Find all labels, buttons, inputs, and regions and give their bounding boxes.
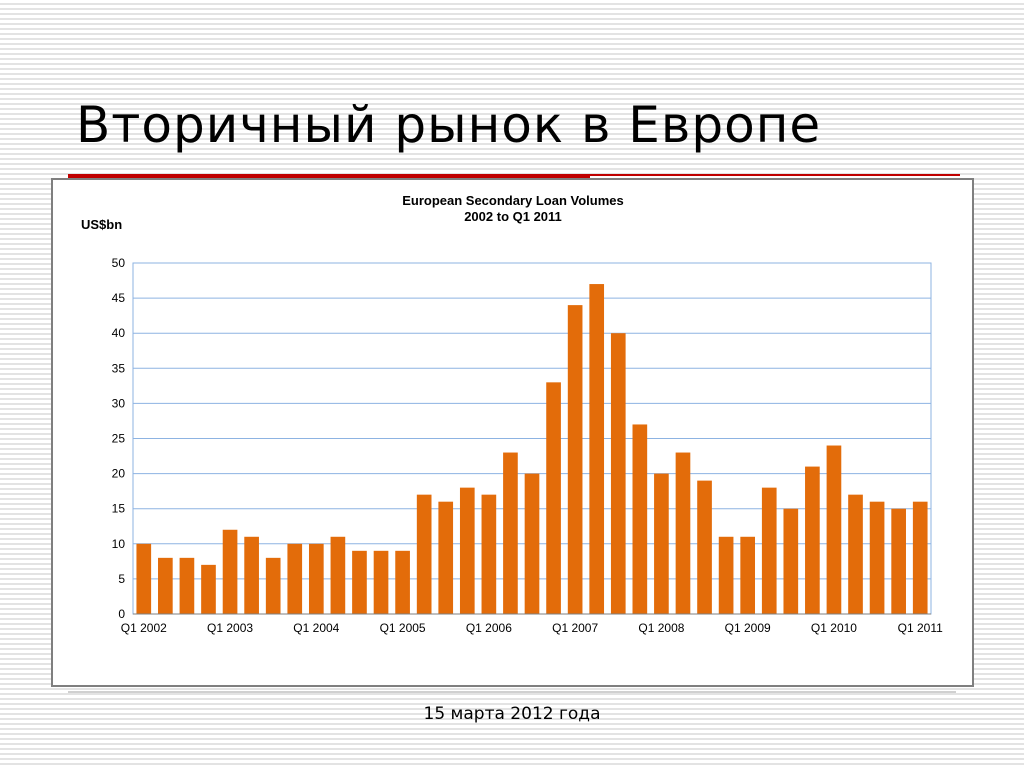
bar	[654, 473, 669, 614]
x-tick-label: Q1 2005	[380, 621, 426, 635]
bar	[330, 536, 346, 614]
y-tick-label: 20	[112, 467, 126, 481]
bar	[222, 529, 238, 614]
bar	[416, 494, 432, 614]
bar	[265, 557, 281, 614]
y-axis-label: US$bn	[81, 217, 122, 232]
bar	[740, 536, 756, 614]
y-tick-label: 5	[118, 572, 125, 586]
slide-title: Вторичный рынок в Европе	[76, 96, 822, 154]
bar	[244, 536, 259, 614]
x-tick-label: Q1 2003	[207, 621, 253, 635]
x-tick-label: Q1 2004	[293, 621, 339, 635]
bar	[308, 543, 324, 614]
bar	[438, 501, 454, 614]
bar	[675, 452, 691, 614]
bar	[567, 305, 583, 614]
bar	[891, 508, 906, 614]
y-tick-label: 10	[112, 537, 126, 551]
bar	[632, 424, 648, 614]
bar	[395, 550, 410, 614]
bar-chart: European Secondary Loan Volumes 2002 to …	[81, 193, 943, 635]
chart-frame: European Secondary Loan Volumes 2002 to …	[51, 178, 974, 687]
y-tick-label: 30	[112, 396, 126, 410]
bar	[373, 550, 389, 614]
chart-title: European Secondary Loan Volumes	[402, 193, 624, 208]
bar	[589, 284, 605, 614]
x-tick-label: Q1 2009	[725, 621, 771, 635]
x-tick-label: Q1 2006	[466, 621, 512, 635]
x-tick-label: Q1 2010	[811, 621, 857, 635]
y-tick-label: 35	[112, 361, 126, 375]
bar	[783, 508, 799, 614]
bar	[826, 445, 842, 614]
bar	[459, 487, 475, 614]
bar	[697, 480, 712, 614]
bar	[158, 557, 173, 614]
bar	[912, 501, 928, 614]
bar	[179, 557, 195, 614]
bar	[524, 473, 540, 614]
bar	[805, 466, 820, 614]
footer-date: 15 марта 2012 года	[423, 704, 601, 724]
bar	[136, 543, 152, 614]
bar	[503, 452, 518, 614]
x-tick-label: Q1 2002	[121, 621, 167, 635]
bar	[201, 564, 216, 614]
bar	[610, 333, 626, 614]
y-tick-label: 15	[112, 502, 126, 516]
bar	[761, 487, 777, 614]
x-tick-label: Q1 2008	[638, 621, 684, 635]
bar	[352, 550, 367, 614]
bar	[869, 501, 885, 614]
x-tick-label: Q1 2007	[552, 621, 598, 635]
bar	[546, 382, 561, 614]
bar	[848, 494, 863, 614]
bar	[718, 536, 734, 614]
chart-subtitle: 2002 to Q1 2011	[464, 209, 562, 224]
y-tick-label: 40	[112, 326, 126, 340]
y-tick-label: 50	[112, 256, 126, 270]
y-tick-label: 0	[118, 607, 125, 621]
bar	[481, 494, 497, 614]
bottom-rule	[68, 691, 956, 693]
bar	[287, 543, 303, 614]
x-tick-label: Q1 2011	[898, 621, 943, 635]
y-tick-label: 25	[112, 432, 126, 446]
y-tick-label: 45	[112, 291, 126, 305]
